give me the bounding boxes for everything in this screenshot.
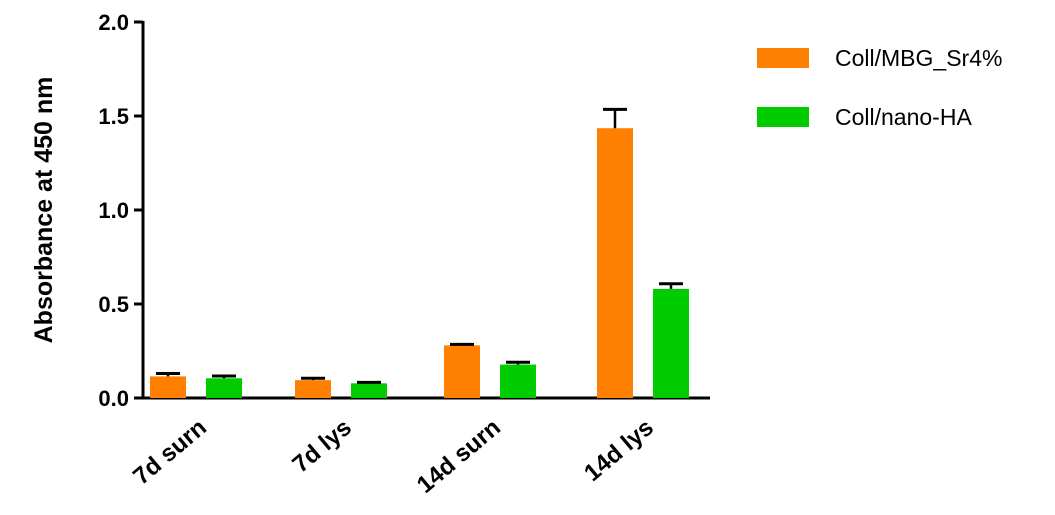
- bars: [150, 107, 689, 398]
- bar: [206, 378, 242, 398]
- legend-label-mbg: Coll/MBG_Sr4%: [835, 44, 1003, 71]
- x-tick-label: 14d surn: [412, 414, 506, 499]
- legend-swatch-nano-ha: [757, 107, 809, 127]
- x-tick-label: 7d surn: [128, 414, 212, 490]
- y-tick-label: 1.5: [98, 104, 129, 129]
- x-tick-label: 14d lys: [579, 414, 659, 487]
- y-axis-label-group: Absorbance at 450 nm: [30, 77, 58, 344]
- y-axis-label: Absorbance at 450 nm: [30, 77, 58, 344]
- bar: [351, 383, 387, 398]
- bar: [653, 288, 689, 398]
- y-tick-label: 2.0: [98, 10, 129, 35]
- bar: [150, 376, 186, 398]
- bar: [444, 345, 480, 398]
- y-tick-label: 0.5: [98, 292, 129, 317]
- legend-swatch-mbg: [757, 48, 809, 68]
- legend-item-nano-ha: Coll/nano-HA: [757, 99, 1002, 135]
- bar: [500, 364, 536, 398]
- legend-label-nano-ha: Coll/nano-HA: [835, 103, 972, 130]
- bar: [597, 128, 633, 398]
- y-tick-label: 1.0: [98, 198, 129, 223]
- x-tick-label: 7d lys: [287, 414, 356, 478]
- legend: Coll/MBG_Sr4% Coll/nano-HA: [757, 40, 1002, 158]
- legend-item-mbg: Coll/MBG_Sr4%: [757, 40, 1002, 76]
- x-tick-labels: 7d surn 7d lys 14d surn 14d lys: [128, 414, 659, 499]
- bar: [295, 380, 331, 398]
- y-tick-label: 0.0: [98, 386, 129, 411]
